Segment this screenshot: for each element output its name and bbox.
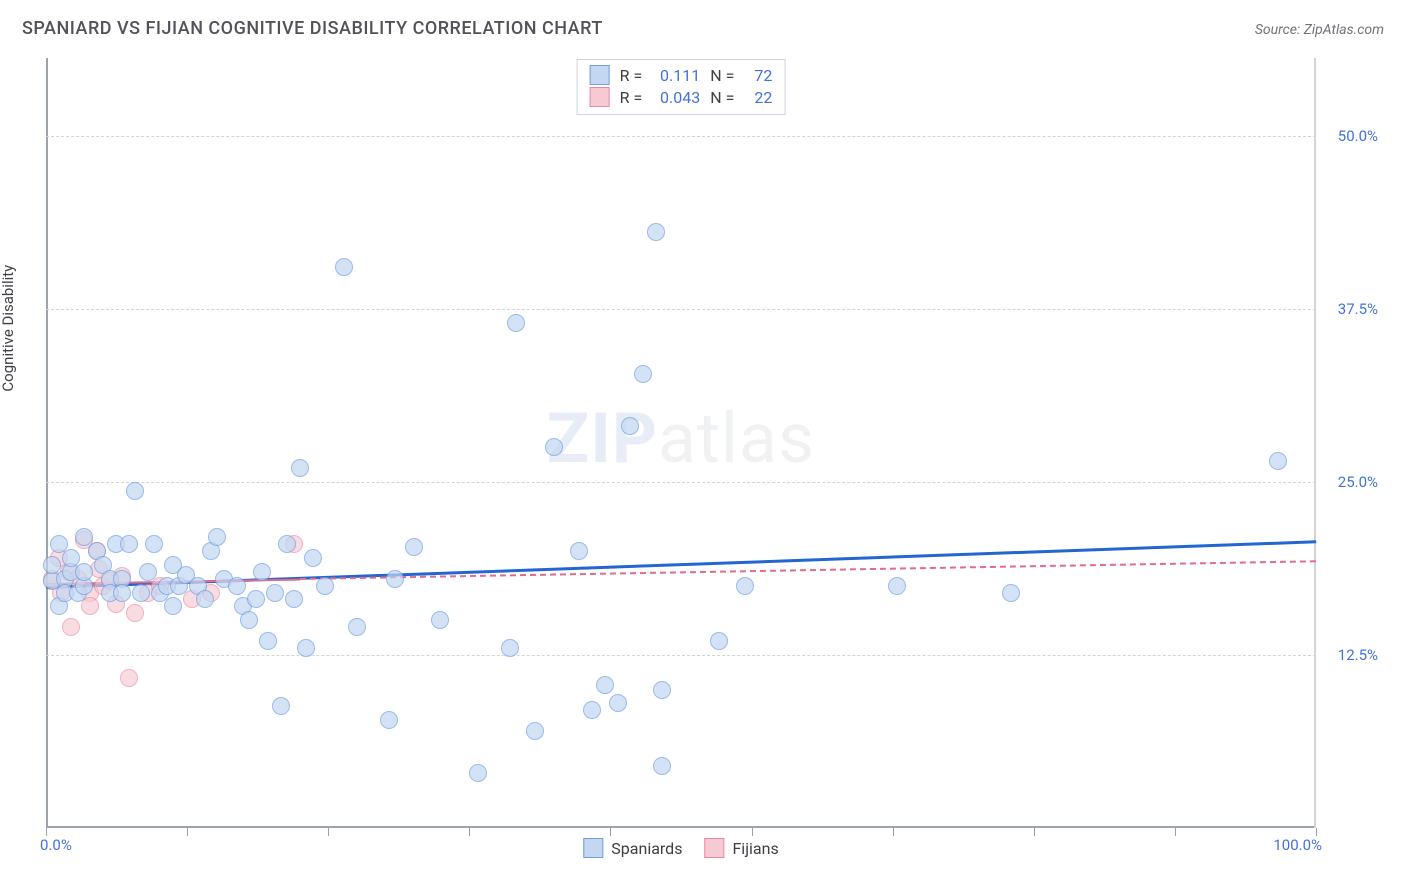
data-point <box>634 365 652 383</box>
data-point <box>164 597 182 615</box>
x-tick <box>1175 828 1176 836</box>
stat-n-key: N = <box>710 88 734 107</box>
data-point <box>272 697 290 715</box>
legend-item: Fijians <box>704 838 778 858</box>
data-point <box>228 577 246 595</box>
data-point <box>75 563 93 581</box>
stat-r-value: 0.111 <box>652 66 700 85</box>
data-point <box>609 694 627 712</box>
data-point <box>240 611 258 629</box>
data-point <box>278 535 296 553</box>
x-tick <box>1316 828 1317 836</box>
data-point <box>335 258 353 276</box>
stat-r-key: R = <box>620 88 643 107</box>
data-point <box>120 669 138 687</box>
legend-swatch <box>590 87 610 107</box>
data-point <box>266 584 284 602</box>
legend-item: Spaniards <box>583 838 682 858</box>
data-point <box>545 438 563 456</box>
x-tick <box>187 828 188 836</box>
data-point <box>1002 584 1020 602</box>
y-tick-label: 37.5% <box>1338 300 1378 318</box>
scatter-chart: ZIPatlas 12.5%25.0%37.5%50.0% R =0.111N … <box>46 58 1316 828</box>
data-point <box>469 764 487 782</box>
data-point <box>297 639 315 657</box>
data-point <box>348 618 366 636</box>
data-point <box>405 538 423 556</box>
data-point <box>126 482 144 500</box>
gridline <box>46 482 1316 483</box>
legend-swatch <box>704 838 724 858</box>
data-point <box>583 701 601 719</box>
legend-label: Fijians <box>732 839 778 858</box>
data-point <box>259 632 277 650</box>
data-point <box>431 611 449 629</box>
data-point <box>145 535 163 553</box>
data-point <box>507 314 525 332</box>
data-point <box>1269 452 1287 470</box>
source-label: Source: ZipAtlas.com <box>1255 22 1384 38</box>
data-point <box>570 542 588 560</box>
data-point <box>81 597 99 615</box>
x-tick <box>328 828 329 836</box>
data-point <box>62 618 80 636</box>
data-point <box>113 584 131 602</box>
y-tick-label: 25.0% <box>1338 473 1378 491</box>
data-point <box>736 577 754 595</box>
stat-r-key: R = <box>620 66 643 85</box>
stats-row: R = 0.111 N = 72 <box>590 64 773 86</box>
data-point <box>208 528 226 546</box>
x-tick <box>469 828 470 836</box>
data-point <box>526 722 544 740</box>
gridline <box>46 309 1316 310</box>
stats-legend: R = 0.111 N = 72 R = 0.043 N = 22 <box>577 59 786 115</box>
x-tick <box>610 828 611 836</box>
x-max-label: 100.0% <box>1273 836 1322 854</box>
x-min-label: 0.0% <box>40 836 72 854</box>
data-point <box>386 570 404 588</box>
data-point <box>196 590 214 608</box>
gridline <box>46 655 1316 656</box>
data-point <box>304 549 322 567</box>
data-point <box>139 563 157 581</box>
chart-title: SPANIARD VS FIJIAN COGNITIVE DISABILITY … <box>22 18 603 39</box>
stat-n-value: 22 <box>744 88 772 107</box>
legend-swatch <box>590 65 610 85</box>
data-point <box>316 577 334 595</box>
data-point <box>132 584 150 602</box>
series-legend: Spaniards Fijians <box>583 838 778 858</box>
legend-label: Spaniards <box>611 839 682 858</box>
y-tick-label: 12.5% <box>1338 646 1378 664</box>
stat-r-value: 0.043 <box>652 88 700 107</box>
data-point <box>653 681 671 699</box>
data-point <box>126 604 144 622</box>
data-point <box>596 676 614 694</box>
y-tick-label: 50.0% <box>1338 127 1378 145</box>
data-point <box>247 590 265 608</box>
y-axis-label: Cognitive Disability <box>0 265 17 392</box>
stats-row: R = 0.043 N = 22 <box>590 86 773 108</box>
data-point <box>888 577 906 595</box>
x-tick <box>752 828 753 836</box>
data-point <box>285 590 303 608</box>
data-point <box>120 535 138 553</box>
x-tick <box>1034 828 1035 836</box>
stat-n-key: N = <box>710 66 734 85</box>
data-point <box>253 563 271 581</box>
data-point <box>647 223 665 241</box>
gridline <box>46 136 1316 137</box>
stat-n-value: 72 <box>744 66 772 85</box>
legend-swatch <box>583 838 603 858</box>
data-point <box>653 757 671 775</box>
data-point <box>501 639 519 657</box>
data-point <box>380 711 398 729</box>
x-tick <box>893 828 894 836</box>
x-tick <box>46 828 47 836</box>
data-point <box>291 459 309 477</box>
data-point <box>621 417 639 435</box>
data-point <box>710 632 728 650</box>
